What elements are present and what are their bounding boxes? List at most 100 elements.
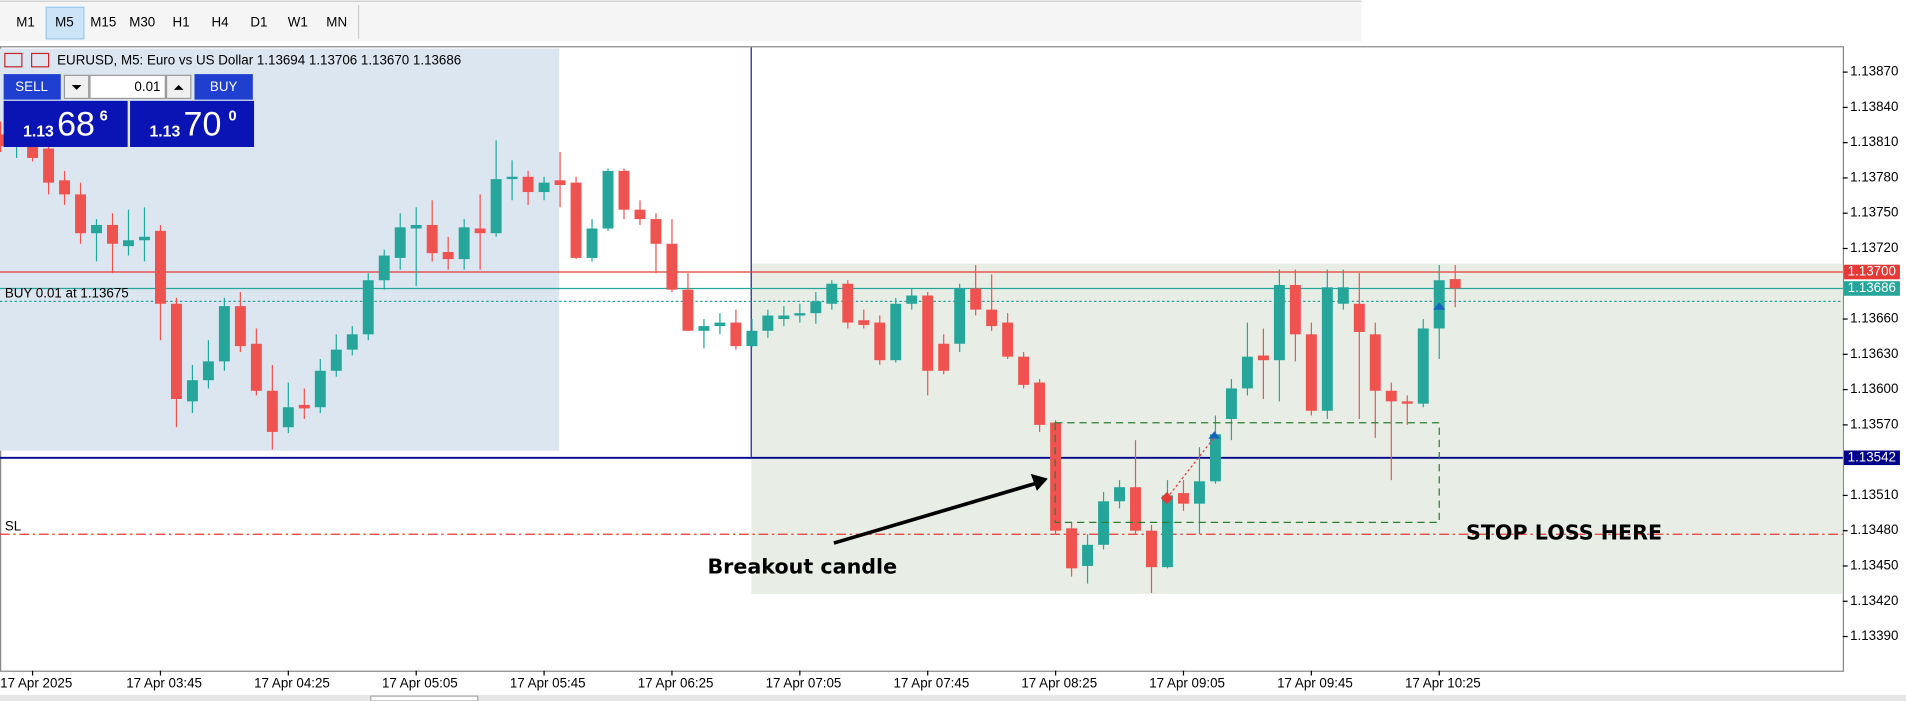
candle-body xyxy=(91,224,102,234)
candle-body xyxy=(410,224,422,229)
candle-body xyxy=(842,283,854,323)
candle-body xyxy=(1162,495,1173,568)
candle-body xyxy=(1178,493,1189,504)
candle-body xyxy=(906,295,918,304)
timeframe-bar: M1 M5 M15 M30 H1 H4 D1 W1 MN xyxy=(16,6,347,40)
timeframe-button[interactable]: M5 xyxy=(55,15,74,30)
y-tick-label: 1.13720 xyxy=(1850,240,1898,255)
buy-marker xyxy=(1208,431,1221,439)
candle-body xyxy=(282,407,294,428)
candle-body xyxy=(1018,356,1030,385)
timeframe-button[interactable]: D1 xyxy=(250,15,267,30)
levels: BUY 0.01 at 1.13675 SL xyxy=(0,271,1843,535)
y-tick-label: 1.13390 xyxy=(1850,628,1898,643)
bid-big: 68 xyxy=(57,105,95,143)
annotation-arrowhead xyxy=(1030,473,1048,491)
x-tick-label: 17 Apr 05:05 xyxy=(382,676,458,691)
x-tick-label: 17 Apr 07:45 xyxy=(893,676,969,691)
price-label-box xyxy=(1844,281,1900,296)
y-tick-label: 1.13780 xyxy=(1850,169,1898,184)
candle-body xyxy=(1305,334,1317,411)
candle-body xyxy=(522,176,534,193)
candle-body xyxy=(650,219,662,244)
y-tick-label: 1.13870 xyxy=(1850,64,1898,79)
timeframe-button[interactable]: H4 xyxy=(211,15,229,30)
candle-body xyxy=(1098,501,1110,545)
candle-body xyxy=(1241,356,1253,389)
candle-body xyxy=(714,322,726,327)
candle-body xyxy=(666,243,678,290)
price-label-box xyxy=(1844,264,1900,280)
candle-body xyxy=(1385,390,1397,402)
y-tick-label: 1.13450 xyxy=(1850,558,1898,573)
y-tick-label: 1.13420 xyxy=(1850,593,1898,608)
timeframe-button[interactable]: W1 xyxy=(288,15,308,30)
price-label-box xyxy=(1844,450,1900,466)
candle-body xyxy=(1449,279,1461,289)
candle-body xyxy=(570,182,582,258)
candle-body xyxy=(27,146,39,158)
candle-body xyxy=(746,330,758,347)
candle-body xyxy=(154,230,166,304)
buy-marker xyxy=(1433,302,1446,310)
candle-body xyxy=(922,295,934,371)
bid-small: 6 xyxy=(100,108,108,124)
timeframe-button[interactable]: M15 xyxy=(90,15,116,30)
y-tick-label: 1.13810 xyxy=(1850,134,1898,149)
y-tick-label: 1.13600 xyxy=(1850,381,1898,396)
candle-body xyxy=(874,322,886,361)
up-arrow xyxy=(173,85,184,90)
x-tick-label: 17 Apr 04:25 xyxy=(254,676,330,691)
y-tick-label: 1.13630 xyxy=(1850,346,1898,361)
x-tick-label: 17 Apr 03:45 xyxy=(126,676,202,691)
candle-body xyxy=(1337,287,1349,304)
timeframe-button[interactable]: MN xyxy=(326,15,347,30)
lot-input[interactable] xyxy=(89,74,166,100)
candle-body xyxy=(1114,487,1126,502)
candle-body xyxy=(970,288,982,310)
buy-label: BUY xyxy=(210,79,238,94)
x-tick-label: 17 Apr 2025 xyxy=(0,676,72,691)
candle-body xyxy=(1321,287,1333,411)
candle-body xyxy=(826,283,838,304)
lot-value: 0.01 xyxy=(134,79,160,94)
candle-body xyxy=(1066,528,1078,569)
candle-body xyxy=(762,315,774,331)
candle-body xyxy=(1034,382,1046,425)
trade-link xyxy=(1166,436,1215,499)
x-tick-label: 17 Apr 05:45 xyxy=(510,676,586,691)
active-timeframe xyxy=(45,6,85,40)
sell-button[interactable] xyxy=(3,74,61,100)
candle-body xyxy=(442,252,454,260)
tab[interactable] xyxy=(370,695,479,701)
candle-body xyxy=(298,404,310,409)
price-label: 1.13686 xyxy=(1848,280,1896,295)
buy-button[interactable] xyxy=(194,74,253,100)
candle-body xyxy=(810,301,822,314)
candle-body xyxy=(330,349,342,371)
candle-body xyxy=(1146,530,1157,568)
timeframe-button[interactable]: M30 xyxy=(129,15,155,30)
icon xyxy=(30,52,50,68)
ask-box[interactable] xyxy=(130,100,255,148)
x-tick-label: 17 Apr 09:45 xyxy=(1277,676,1353,691)
ask-base: 1.13 xyxy=(150,124,181,141)
candle-body xyxy=(378,255,390,281)
candle-body xyxy=(43,148,55,183)
candle-body xyxy=(698,326,710,331)
chart-header: EURUSD, M5: Euro vs US Dollar 1.13694 1.… xyxy=(57,52,461,67)
y-tick-label: 1.13840 xyxy=(1850,99,1898,114)
timeframe-button[interactable]: H1 xyxy=(173,15,190,30)
candle-body xyxy=(266,390,278,432)
timeframe-button[interactable]: M1 xyxy=(16,15,35,30)
bid-base: 1.13 xyxy=(23,124,54,141)
candle-body xyxy=(858,320,870,325)
y-tick-label: 1.13660 xyxy=(1850,311,1898,326)
candle-body xyxy=(1130,487,1141,531)
y-tick-label: 1.13480 xyxy=(1850,522,1898,537)
candle-body xyxy=(0,134,7,147)
bid-box[interactable] xyxy=(3,100,128,148)
x-tick-label: 17 Apr 10:25 xyxy=(1405,676,1481,691)
candle-body xyxy=(1209,434,1221,482)
